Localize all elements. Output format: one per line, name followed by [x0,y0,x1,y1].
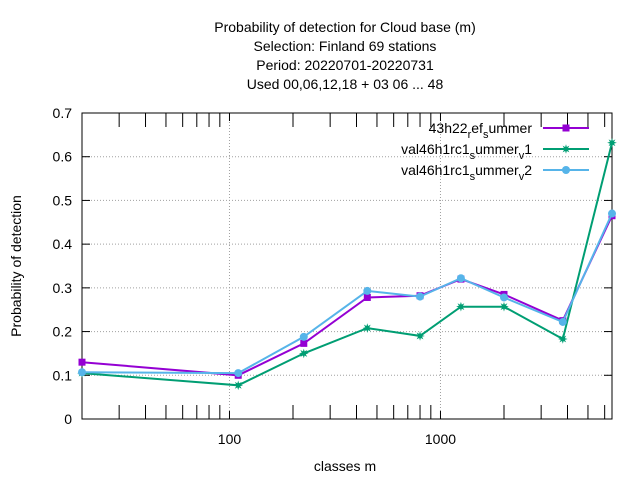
y-tick-label: 0.5 [53,192,73,208]
data-point [499,301,509,312]
legend-subscript: r [468,129,472,141]
title-line-1: Probability of detection for Cloud base … [214,19,475,35]
legend-text: val46h1rc1 [401,162,470,178]
legend-text: 2 [524,162,532,178]
y-tick-label: 0.4 [53,236,73,252]
legend-text: 43h22 [429,120,468,136]
data-point [416,292,425,301]
y-tick-label: 0.1 [53,367,73,383]
y-axis: 0 0.1 0.2 0.3 0.4 0.5 0.6 0.7 [53,105,612,427]
legend-text: ef [471,120,483,136]
data-point [608,209,616,218]
title-line-3: Period: 20220701-20220731 [256,57,434,73]
series-2 [77,137,617,391]
y-tick-label: 0 [64,411,72,427]
y-tick-label: 0.7 [53,105,73,121]
x-axis: 100 1000 [118,113,606,447]
data-point [456,301,466,312]
chart-title: Probability of detection for Cloud base … [214,19,475,92]
y-tick-label: 0.3 [53,280,73,296]
grid [82,113,612,419]
series-3 [78,209,616,378]
x-tick-label: 100 [218,431,242,447]
y-tick-label: 0.6 [53,149,73,165]
legend-marker [562,166,570,174]
data-point [234,369,243,378]
legend: 43h22refsummerval46h1rc1summerv1val46h1r… [401,120,589,183]
legend-text: val46h1rc1 [401,141,470,157]
title-line-4: Used 00,06,12,18 + 03 06 ... 48 [247,76,444,92]
data-point [558,317,567,326]
legend-subscript: s [470,171,476,183]
data-point [300,339,308,347]
legend-label: 43h22refsummer [429,120,533,141]
data-point [499,293,508,302]
x-axis-label: classes m [314,458,376,474]
data-point [298,348,309,359]
data-point [558,334,568,344]
series-line [81,213,613,375]
data-point [78,358,86,366]
data-point [456,274,465,283]
data-point [363,293,371,301]
legend-marker [561,144,571,154]
legend-subscript: v [519,150,525,162]
series-1 [78,212,616,379]
legend-text: ummer [488,120,532,136]
legend-text: 1 [524,141,532,157]
series-line [81,142,613,387]
data-point [415,331,425,341]
legend-text: ummer [475,141,519,157]
data-point [233,380,244,391]
data-point [78,368,86,377]
series-layer [77,137,617,391]
legend-subscript: v [519,171,525,183]
series-line [81,215,613,377]
plot-frame [81,112,613,420]
y-axis-label: Probability of detection [8,195,24,337]
data-point [299,332,308,341]
legend-text: ummer [475,162,519,178]
legend-subscript: s [470,150,476,162]
legend-subscript: s [483,129,489,141]
data-point [363,286,372,295]
data-point [607,137,617,148]
legend-label: val46h1rc1summerv2 [401,162,532,183]
data-point [362,323,373,333]
title-line-2: Selection: Finland 69 stations [254,38,437,54]
y-tick-label: 0.2 [53,324,73,340]
legend-marker [562,124,570,132]
legend-label: val46h1rc1summerv1 [401,141,532,162]
x-tick-label: 1000 [425,431,456,447]
